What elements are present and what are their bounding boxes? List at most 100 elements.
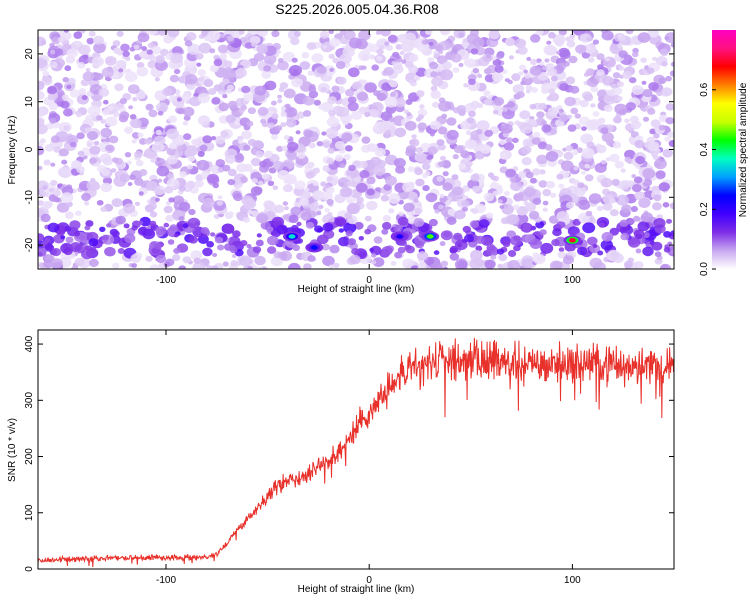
spectrogram-cell xyxy=(63,108,73,117)
y-tick-label: 10 xyxy=(24,96,35,108)
spectrogram-cell xyxy=(225,68,237,79)
spectrogram-cell xyxy=(322,255,335,267)
spectrogram-cell xyxy=(257,266,263,269)
spectrogram-cell xyxy=(635,156,645,165)
spectrogram-cell xyxy=(429,132,435,137)
spectrogram-cell xyxy=(620,232,630,241)
spectrogram-cell xyxy=(592,244,598,248)
spectrogram-cell xyxy=(548,32,556,39)
spectrogram-cell xyxy=(78,44,91,55)
spectrogram-cell xyxy=(424,171,431,177)
spectrogram-cell xyxy=(342,46,355,58)
spectrogram-cell xyxy=(417,264,427,269)
spectrogram-hotspot xyxy=(396,234,404,239)
spectrogram-cell xyxy=(213,59,223,67)
spectrogram-cell xyxy=(197,115,211,126)
y-tick-label: 0 xyxy=(24,566,35,572)
spectrogram-cell xyxy=(556,221,566,229)
spectrogram-cell xyxy=(596,53,605,61)
spectrogram-cell xyxy=(167,30,180,38)
spectrogram-cell xyxy=(321,243,330,251)
spectrogram-cell xyxy=(64,225,72,232)
spectrogram-cell xyxy=(247,265,253,269)
spectrogram-cell xyxy=(529,177,537,184)
spectrogram-cell xyxy=(670,42,674,48)
spectrogram-cell xyxy=(359,170,370,179)
spectrogram-cell xyxy=(491,72,504,82)
spectrogram-cell xyxy=(337,76,347,85)
spectrogram-cell xyxy=(475,245,483,252)
spectrogram-cell xyxy=(38,165,43,171)
spectrogram-cell xyxy=(634,140,645,149)
spectrogram-cell xyxy=(243,144,251,151)
spectrogram-cell xyxy=(137,32,150,43)
spectrogram-cell xyxy=(45,243,53,251)
spectrogram-cell xyxy=(631,85,644,96)
spectrogram-cell xyxy=(38,90,45,100)
spectrogram-cell xyxy=(276,224,288,235)
spectrogram-cell xyxy=(100,127,112,138)
spectrogram-cell xyxy=(269,153,280,163)
spectrogram-cell xyxy=(507,260,520,269)
spectrogram-cell xyxy=(182,256,192,264)
spectrogram-cell xyxy=(66,84,72,89)
spectrogram-cell xyxy=(91,56,104,67)
spectrogram-cell xyxy=(48,187,55,193)
spectrogram-cell xyxy=(532,197,542,205)
spectrogram-cell xyxy=(271,134,278,140)
spectrogram-cell xyxy=(346,180,355,187)
spectrogram-cell xyxy=(603,104,613,113)
spectrogram-cell xyxy=(67,77,76,85)
spectrogram-cell xyxy=(294,180,306,190)
spectrogram-cell xyxy=(604,57,610,62)
spectrogram-cell xyxy=(385,175,397,186)
spectrogram-cell xyxy=(581,170,587,175)
spectrogram-cell xyxy=(85,114,93,121)
spectrogram-cell xyxy=(571,149,579,156)
spectrogram-cell xyxy=(494,65,504,73)
spectrogram-cell xyxy=(54,48,64,56)
spectrogram-cell xyxy=(605,157,611,162)
spectrogram-cell xyxy=(237,139,244,144)
spectrogram-cell xyxy=(414,168,423,176)
spectrogram-cell xyxy=(312,181,319,187)
spectrogram-cell xyxy=(104,246,116,257)
spectrogram-cell xyxy=(335,217,347,227)
spectrogram-cell xyxy=(446,129,459,140)
spectrogram-cell xyxy=(349,254,361,265)
spectrogram-cell xyxy=(436,176,444,182)
spectrogram-cell xyxy=(348,67,360,78)
spectrogram-cell xyxy=(653,218,666,229)
spectrogram-cell xyxy=(526,56,532,61)
spectrogram-cell xyxy=(41,201,52,210)
spectrogram-cell xyxy=(202,197,215,208)
spectrogram-cell xyxy=(620,168,626,173)
spectrogram-cell xyxy=(43,259,54,269)
spectrogram-cell xyxy=(451,174,459,181)
spectrogram-cell xyxy=(668,140,674,147)
spectrogram-x-label: Height of straight line (km) xyxy=(298,284,415,295)
spectrogram-cell xyxy=(63,125,70,131)
spectrogram-cell xyxy=(188,156,195,162)
spectrogram-cell xyxy=(241,130,252,140)
spectrogram-cell xyxy=(42,185,48,190)
x-tick-label: 0 xyxy=(366,275,372,286)
spectrogram-cell xyxy=(118,202,123,206)
spectrogram-cell xyxy=(284,206,289,211)
spectrogram-cell xyxy=(616,95,623,102)
spectrogram-cell xyxy=(86,180,100,192)
spectrogram-cell xyxy=(291,57,298,63)
spectrogram-cell xyxy=(263,200,275,210)
spectrogram-cell xyxy=(475,128,483,135)
spectrogram-cell xyxy=(213,84,222,92)
spectrogram-cell xyxy=(150,45,162,55)
spectrogram-cell xyxy=(437,126,448,135)
spectrogram-cell xyxy=(614,160,624,169)
spectrogram-cell xyxy=(259,160,268,168)
spectrogram-cell xyxy=(47,86,57,95)
spectrogram-cell xyxy=(584,174,594,182)
spectrogram-cell xyxy=(74,231,80,237)
spectrogram-cell xyxy=(131,225,138,231)
spectrogram-cell xyxy=(339,163,346,169)
spectrogram-cell xyxy=(318,227,324,232)
